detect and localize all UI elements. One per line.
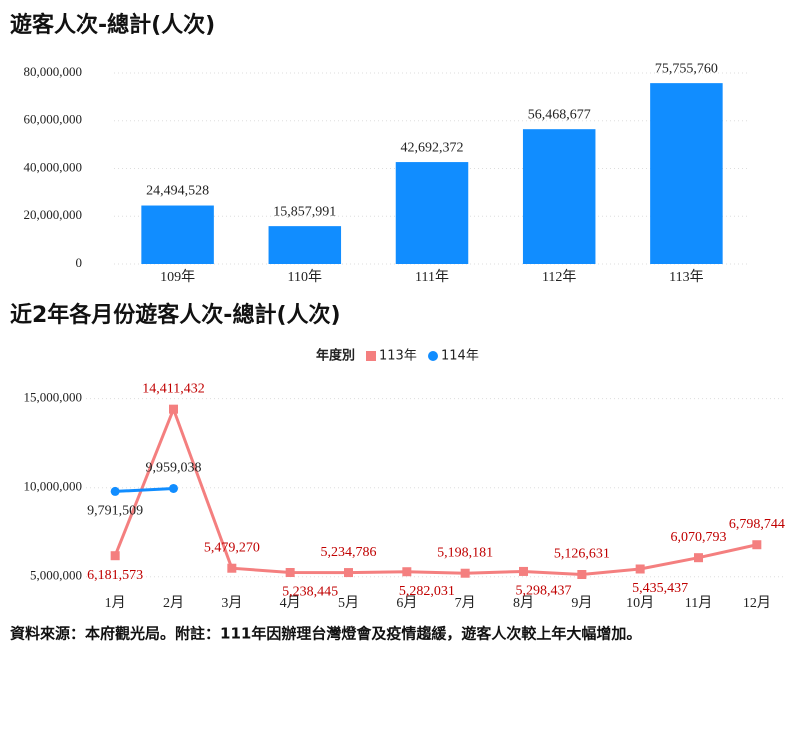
series-line bbox=[113, 404, 758, 577]
data-label: 5,198,181 bbox=[437, 545, 493, 560]
x-tick-label: 9月 bbox=[571, 595, 592, 611]
data-label: 5,238,445 bbox=[282, 585, 338, 600]
data-label: 5,298,437 bbox=[516, 584, 572, 599]
x-tick-label: 1月 bbox=[105, 595, 126, 611]
legend-label: 114年 bbox=[441, 349, 479, 364]
x-tick-label: 3月 bbox=[221, 595, 242, 611]
y-tick-label: 5,000,000 bbox=[30, 568, 82, 583]
data-label: 42,692,372 bbox=[401, 140, 464, 155]
point bbox=[519, 566, 528, 576]
y-tick-label: 80,000,000 bbox=[24, 64, 83, 79]
data-label: 5,479,270 bbox=[204, 540, 260, 555]
bar bbox=[395, 162, 469, 264]
x-tick-label: 113年 bbox=[669, 269, 703, 285]
x-tick-label: 10月 bbox=[626, 595, 654, 611]
x-tick-label: 2月 bbox=[163, 595, 184, 611]
data-label: 24,494,528 bbox=[146, 184, 209, 199]
point bbox=[402, 567, 412, 577]
y-tick-label: 40,000,000 bbox=[24, 159, 83, 174]
point bbox=[635, 564, 645, 574]
legend-marker bbox=[428, 351, 438, 361]
data-label: 9,959,038 bbox=[146, 461, 202, 476]
x-tick-label: 110年 bbox=[288, 269, 322, 285]
point bbox=[460, 568, 470, 578]
point bbox=[227, 563, 237, 573]
data-label: 75,755,760 bbox=[655, 61, 718, 76]
x-tick-label: 111年 bbox=[415, 269, 449, 285]
bar bbox=[141, 205, 214, 264]
data-label: 9,791,509 bbox=[87, 504, 143, 519]
legend-title: 年度別 bbox=[316, 348, 355, 364]
bar bbox=[522, 129, 596, 264]
x-tick-label: 8月 bbox=[513, 595, 534, 611]
point bbox=[169, 483, 178, 493]
chart-title: 遊客人次-總計(人次) bbox=[10, 12, 215, 38]
point bbox=[577, 569, 587, 579]
data-label: 5,282,031 bbox=[399, 584, 455, 599]
point bbox=[344, 568, 353, 578]
x-tick-label: 11月 bbox=[685, 595, 712, 611]
x-tick-label: 5月 bbox=[338, 595, 359, 611]
footnote: 資料來源：本府觀光局。附註：111年因辦理台灣燈會及疫情趨緩，遊客人次較上年大幅… bbox=[10, 625, 641, 643]
bar bbox=[650, 83, 723, 265]
data-label: 5,234,786 bbox=[321, 545, 377, 560]
y-tick-label: 60,000,000 bbox=[24, 112, 83, 127]
y-tick-label: 20,000,000 bbox=[24, 207, 83, 222]
x-tick-label: 109年 bbox=[160, 269, 195, 285]
point bbox=[169, 404, 178, 414]
point bbox=[694, 553, 703, 563]
chart-title: 近2年各月份遊客人次-總計(人次) bbox=[10, 302, 341, 328]
x-tick-label: 112年 bbox=[542, 269, 576, 285]
data-label: 56,468,677 bbox=[528, 107, 591, 122]
data-label: 15,857,991 bbox=[273, 204, 336, 219]
bar bbox=[268, 226, 342, 264]
point bbox=[752, 540, 762, 550]
point bbox=[110, 486, 120, 496]
data-label: 6,181,573 bbox=[87, 568, 143, 583]
x-tick-label: 4月 bbox=[280, 595, 301, 611]
data-label: 5,435,437 bbox=[632, 581, 688, 596]
data-label: 5,126,631 bbox=[554, 547, 610, 562]
point bbox=[110, 551, 120, 561]
x-tick-label: 12月 bbox=[743, 595, 771, 611]
x-tick-label: 7月 bbox=[455, 595, 476, 611]
legend-label: 113年 bbox=[379, 349, 417, 364]
data-label: 14,411,432 bbox=[142, 381, 204, 396]
data-label: 6,070,793 bbox=[671, 530, 727, 545]
y-tick-label: 15,000,000 bbox=[24, 390, 83, 405]
y-tick-label: 10,000,000 bbox=[24, 479, 83, 494]
series-line bbox=[115, 486, 174, 493]
y-tick-label: 0 bbox=[76, 255, 83, 270]
point bbox=[285, 568, 295, 578]
data-label: 6,798,744 bbox=[729, 517, 785, 532]
legend-marker bbox=[366, 351, 376, 361]
x-tick-label: 6月 bbox=[396, 595, 417, 611]
